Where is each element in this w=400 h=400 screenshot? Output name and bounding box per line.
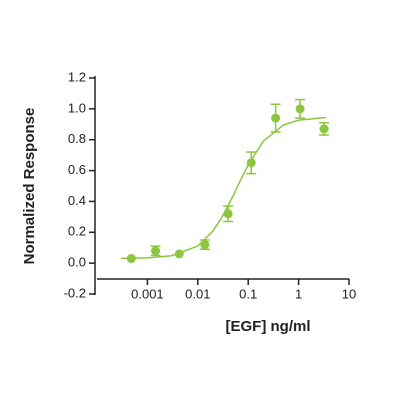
y-tick-label: 0.2 [68,224,86,239]
y-tick-label: 0.8 [68,131,86,146]
y-axis-title: Normalized Response [21,108,38,265]
x-tick-label: 0.001 [131,286,164,301]
point [319,124,329,134]
point [174,249,184,259]
point [271,113,281,123]
point [223,209,233,219]
y-tick-label: 1.0 [68,100,86,115]
point [295,104,305,114]
fit-curve [121,116,327,260]
point [126,254,136,264]
x-tick-label: 0.1 [239,286,257,301]
y-tick-label: 0.0 [68,255,86,270]
y-tick-label: 0.6 [68,162,86,177]
y-tick-label: 0.4 [68,193,86,208]
point [246,158,256,168]
point [151,246,161,256]
y-tick-label: 1.2 [68,69,86,84]
x-tick-label: 0.01 [185,286,210,301]
x-axis-title: [EGF] ng/ml [226,318,311,335]
x-tick-label: 1 [295,286,302,301]
x-tick-label: 10 [342,286,356,301]
y-tick-label: -0.2 [64,285,86,300]
point [200,240,210,250]
